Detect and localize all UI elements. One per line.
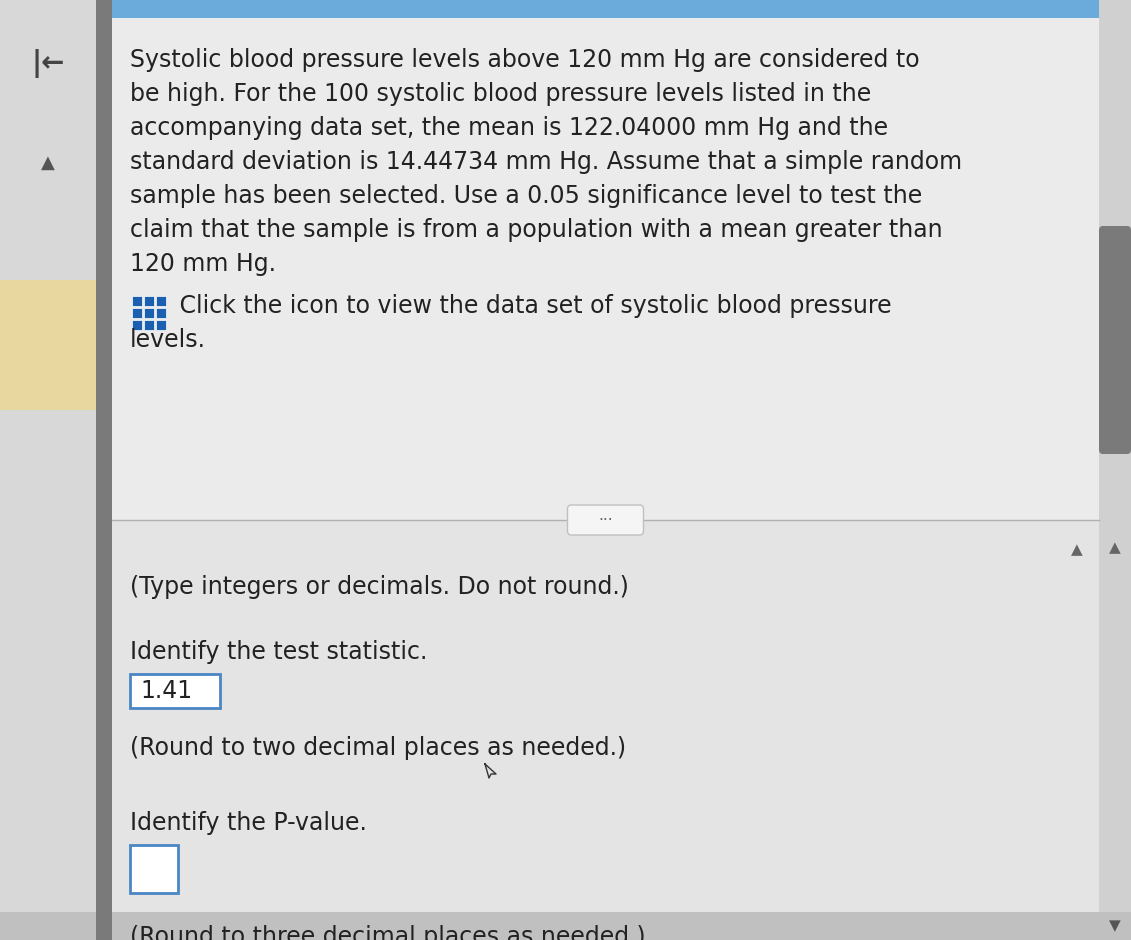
Text: 120 mm Hg.: 120 mm Hg. — [130, 252, 276, 276]
Text: Click the icon to view the data set of systolic blood pressure: Click the icon to view the data set of s… — [172, 294, 891, 318]
Bar — [96, 0, 112, 940]
Bar — [0, 280, 96, 410]
Bar — [156, 320, 166, 330]
Bar — [144, 308, 154, 318]
FancyBboxPatch shape — [130, 674, 221, 708]
Bar — [156, 296, 166, 306]
Text: be high. For the 100 systolic blood pressure levels listed in the: be high. For the 100 systolic blood pres… — [130, 82, 871, 106]
FancyBboxPatch shape — [130, 845, 178, 893]
Text: Systolic blood pressure levels above 120 mm Hg are considered to: Systolic blood pressure levels above 120… — [130, 48, 920, 72]
Text: standard deviation is 14.44734 mm Hg. Assume that a simple random: standard deviation is 14.44734 mm Hg. As… — [130, 150, 962, 174]
Text: claim that the sample is from a population with a mean greater than: claim that the sample is from a populati… — [130, 218, 942, 242]
Text: 1.41: 1.41 — [140, 679, 192, 703]
Bar — [0, 0, 1131, 18]
Bar — [0, 520, 1131, 940]
FancyBboxPatch shape — [1099, 226, 1131, 454]
Bar — [132, 308, 143, 318]
Text: ▲: ▲ — [1110, 540, 1121, 556]
Text: ···: ··· — [598, 512, 613, 527]
Bar — [0, 912, 1131, 940]
Text: (Round to two decimal places as needed.): (Round to two decimal places as needed.) — [130, 736, 627, 760]
Text: sample has been selected. Use a 0.05 significance level to test the: sample has been selected. Use a 0.05 sig… — [130, 184, 922, 208]
Text: accompanying data set, the mean is 122.04000 mm Hg and the: accompanying data set, the mean is 122.0… — [130, 116, 888, 140]
FancyBboxPatch shape — [568, 505, 644, 535]
Bar — [144, 296, 154, 306]
Bar — [132, 320, 143, 330]
Bar — [0, 0, 112, 940]
Text: |←: |← — [32, 49, 64, 77]
Bar — [156, 308, 166, 318]
Bar — [144, 320, 154, 330]
Text: ▼: ▼ — [1110, 918, 1121, 933]
Bar — [0, 18, 1131, 520]
Text: levels.: levels. — [130, 328, 206, 352]
Text: (Round to three decimal places as needed.): (Round to three decimal places as needed… — [130, 925, 646, 940]
Bar — [132, 296, 143, 306]
Bar — [1099, 0, 1131, 940]
Text: ▲: ▲ — [1071, 542, 1082, 557]
Text: Identify the P-value.: Identify the P-value. — [130, 811, 366, 835]
Text: (Type integers or decimals. Do not round.): (Type integers or decimals. Do not round… — [130, 575, 629, 599]
Text: Identify the test statistic.: Identify the test statistic. — [130, 640, 428, 664]
Text: ▲: ▲ — [41, 154, 55, 172]
